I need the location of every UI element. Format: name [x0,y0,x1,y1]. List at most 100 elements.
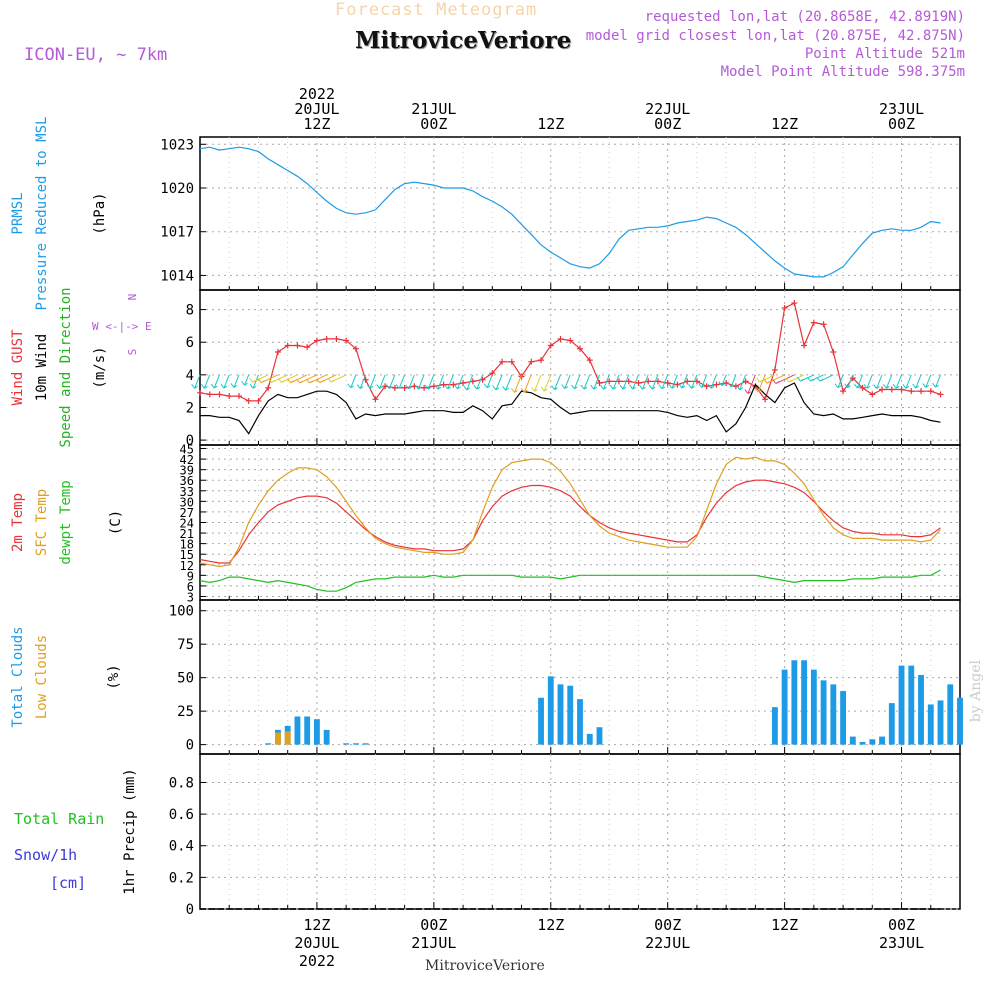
wind-arrow [241,374,250,386]
gust-marker [937,391,944,398]
time-label-top: 00Z [420,115,447,133]
y-tick-label: 30 [180,495,194,509]
gust-marker [372,396,379,403]
y-tick-label: 50 [177,671,194,687]
wind-arrow [754,374,766,393]
model-name: ICON-EU, ~ 7km [24,45,168,65]
time-label-bottom: 00Z [420,916,447,934]
gust-marker [918,388,925,395]
model-point-altitude: Model Point Altitude 598.375m [720,64,965,80]
y-tick-label: 18 [180,538,194,552]
cloud-bar-total [810,669,817,745]
time-label-bottom: 12Z [303,916,330,934]
y-tick-label: 0.8 [169,775,194,791]
wind-arrow [853,374,864,389]
y-tick-label: 33 [180,485,194,499]
y-tick-label: 100 [169,604,194,620]
gust-marker [450,381,457,388]
y-tick-label: 2 [186,400,194,416]
cloud-bar-total [596,727,603,745]
gust-marker [635,380,642,386]
station-title: MitroviceVeriore [355,27,572,54]
gust-marker [606,378,613,385]
time-label-bottom: 21JUL [411,934,456,952]
cloud-bar-total [352,743,359,745]
y-tick-label: 6 [187,580,194,594]
cloud-bar-total [957,697,963,745]
cloud-bar-total [294,716,301,745]
meteogram-title: Forecast Meteogram [335,0,538,20]
y-tick-label: 39 [180,464,194,478]
wind-arrow [912,374,922,389]
cloud-bar-total [343,743,350,745]
cloud-bar-total [869,739,876,745]
compass-north: N [126,294,139,301]
wind-arrow [639,374,649,390]
time-label-bottom: 12Z [537,916,564,934]
gust-marker [440,381,447,388]
wind-arrow [385,374,396,390]
wind-arrow [296,374,318,384]
gust-marker [586,357,593,364]
cloud-bar-total [849,736,856,745]
y-tick-label: 1017 [160,225,194,241]
wind-arrow [306,374,327,384]
wind-arrow [668,374,678,389]
wind-arrow [619,374,630,390]
y-axis-label: Total Clouds [10,626,26,727]
compass-west-east: W <-|-> E [92,320,152,333]
gust-marker [547,342,554,349]
wind-arrow [405,374,415,390]
wind-arrow [892,374,903,389]
gust-marker [567,337,574,344]
wind-arrow [200,374,211,389]
gust-marker [596,380,603,386]
wind-arrow [902,374,912,389]
series-sfc [199,456,941,568]
gust-marker [654,378,661,385]
wind-arrow [756,374,776,383]
cloud-bar-total [830,684,837,745]
wind-arrow [502,374,513,391]
wind-arrow [797,374,815,382]
gust-marker [284,342,291,349]
legend-snow: Snow/1h [14,846,77,864]
wind-arrow [376,374,386,390]
cloud-bar-total [888,703,895,745]
gust-marker [859,384,866,391]
wind-arrow [922,374,932,388]
gust-marker [684,378,691,385]
wind-arrow [531,374,542,392]
cloud-bar-total [918,674,924,745]
gust-marker [235,393,242,400]
y-tick-label: 15 [180,548,194,562]
wind-arrow [366,374,376,389]
gust-marker [226,393,233,400]
cloud-bar-total [908,665,915,745]
cloud-bar-low [275,732,281,745]
wind-arrow [727,374,737,388]
gust-marker [557,335,564,342]
y-axis-label: (m/s) [92,346,108,388]
y-tick-label: 0.6 [169,807,194,823]
cloud-bar-total [771,707,778,745]
gust-marker [216,391,223,398]
wind-arrow [492,374,503,391]
gust-marker [313,337,320,344]
time-label-top: 12Z [537,115,564,133]
wind-arrow [629,374,639,390]
cloud-bar-total [781,669,788,745]
gust-marker [460,380,467,386]
time-label-top: 12Z [771,115,798,133]
time-label-top: 12Z [303,115,330,133]
panel-frame [199,289,961,446]
gust-marker [693,378,700,385]
panel-clouds: 0 25 50 75 100 Total Clouds Low Clouds (%) [10,599,963,755]
y-axis-label: 1hr Precip (mm) [122,768,138,894]
wind-arrow [580,374,591,390]
compass-south: S [126,349,139,356]
y-axis-label: Low Clouds [34,635,50,719]
wind-arrow [511,374,523,393]
